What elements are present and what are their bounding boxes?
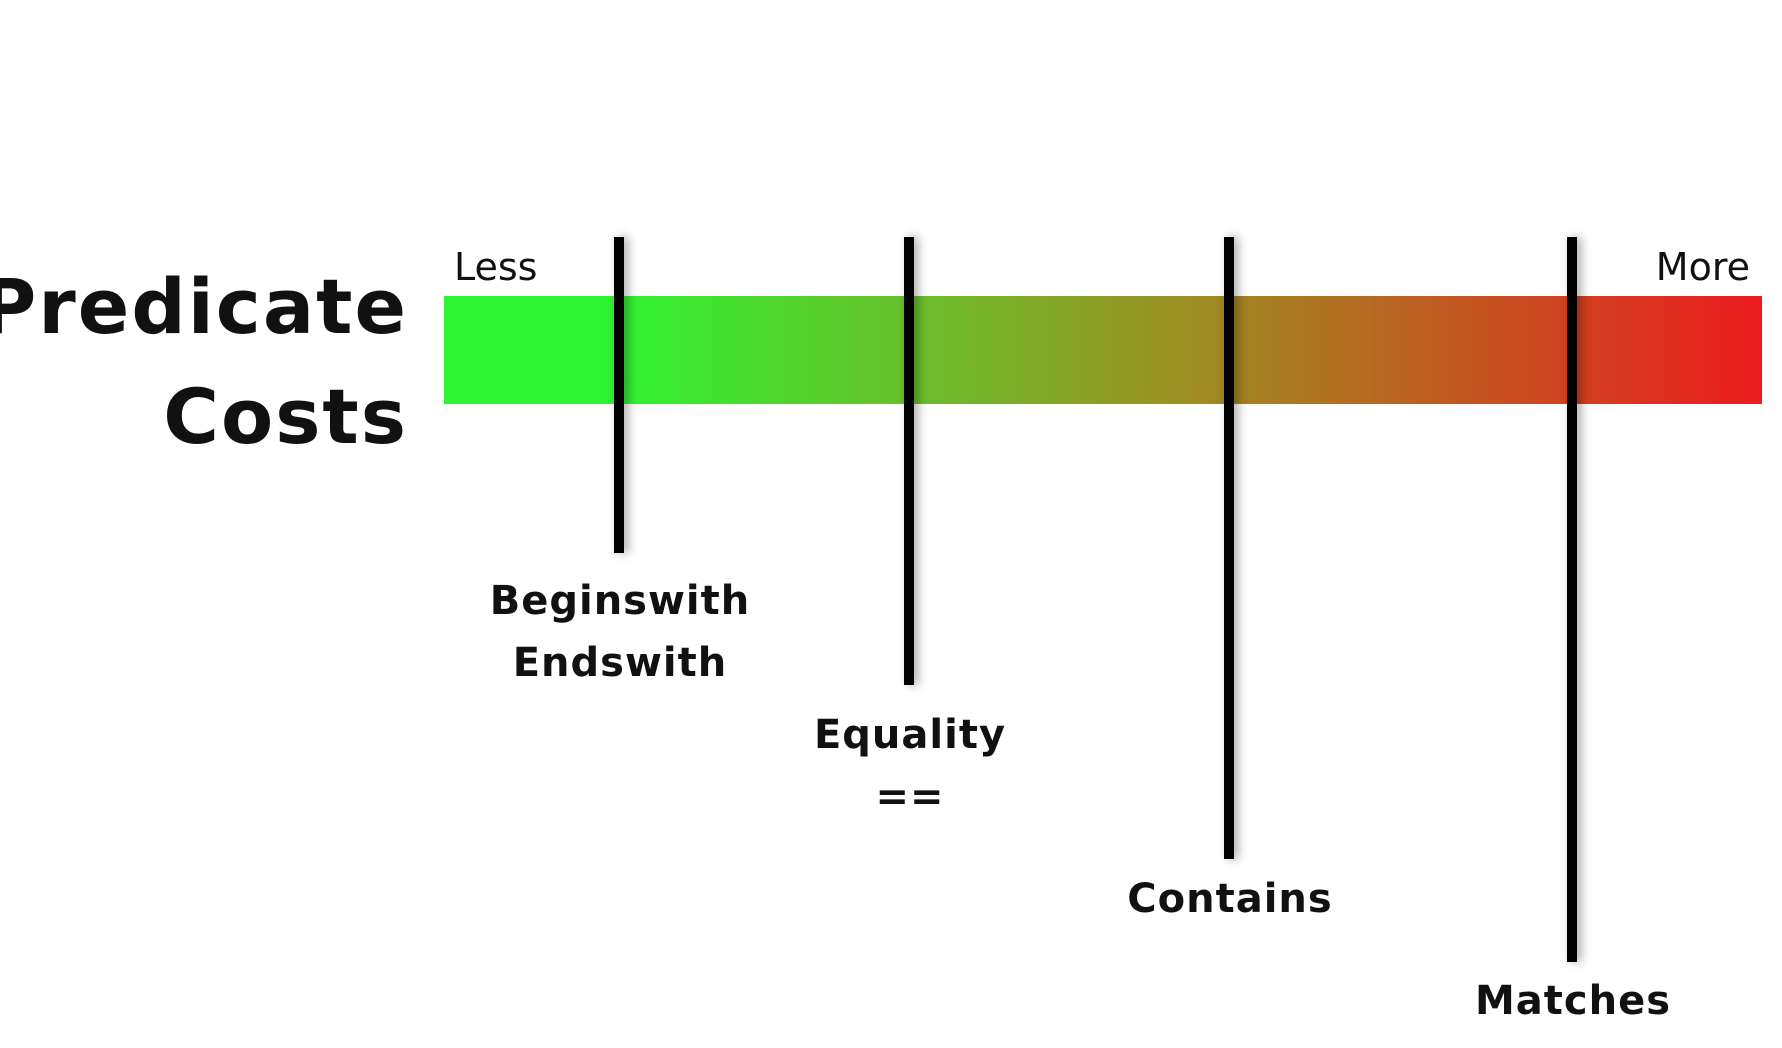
matches-marker-line	[1567, 237, 1577, 962]
contains-marker-line	[1224, 237, 1234, 859]
more-label: More	[1655, 245, 1750, 289]
equality-operator-line-2: ==	[875, 774, 945, 820]
endswith-label-line-2: Endswith	[512, 640, 728, 686]
beginswith-marker-line	[614, 237, 624, 553]
cost-gradient-bar	[444, 296, 1762, 404]
diagram-title: Predicate Costs	[0, 252, 408, 472]
matches-marker-label: Matches	[1393, 970, 1753, 1032]
title-line-1: Predicate	[0, 262, 408, 351]
equality-marker-line	[904, 237, 914, 685]
matches-label-line-1: Matches	[1474, 978, 1672, 1024]
title-line-2: Costs	[163, 372, 408, 461]
equality-label-line-1: Equality	[813, 712, 1007, 758]
equality-marker-label: Equality ==	[730, 704, 1090, 828]
contains-label-line-1: Contains	[1127, 876, 1333, 922]
beginswith-label-line-1: Beginswith	[489, 578, 751, 624]
beginswith-marker-label: Beginswith Endswith	[440, 570, 800, 694]
less-label: Less	[454, 245, 538, 289]
contains-marker-label: Contains	[1050, 868, 1410, 930]
